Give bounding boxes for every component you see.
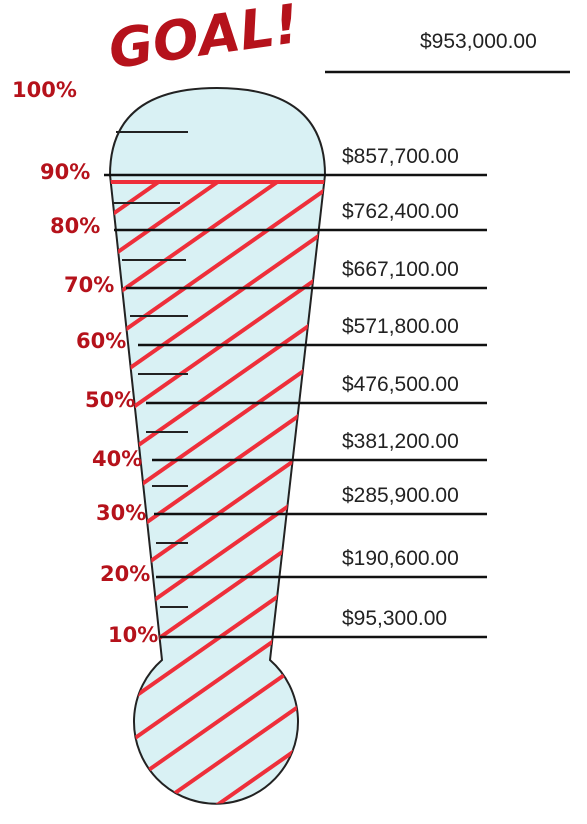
amount-label: $667,100.00 — [342, 258, 459, 281]
amount-label: $857,700.00 — [342, 145, 459, 168]
percent-label: 80% — [50, 214, 100, 238]
percent-label: 30% — [96, 501, 146, 525]
amount-label: $95,300.00 — [342, 607, 447, 630]
amount-label: $762,400.00 — [342, 200, 459, 223]
percent-label: 50% — [85, 388, 135, 412]
percent-label: 100% — [12, 78, 77, 102]
percent-label: 70% — [64, 273, 114, 297]
percent-label: 40% — [92, 447, 142, 471]
amount-label: $285,900.00 — [342, 484, 459, 507]
goal-thermometer: GOAL! 100% $953,000.00 90% $857,700.00 80% $7… — [0, 0, 587, 824]
amount-label: $476,500.00 — [342, 373, 459, 396]
percent-label: 90% — [40, 160, 90, 184]
percent-label: 60% — [76, 329, 126, 353]
percent-label: 10% — [108, 623, 158, 647]
percent-label: 20% — [100, 562, 150, 586]
title: GOAL! — [105, 0, 303, 81]
amount-label: $571,800.00 — [342, 315, 459, 338]
amount-label: $953,000.00 — [420, 30, 537, 53]
amount-label: $381,200.00 — [342, 430, 459, 453]
amount-label: $190,600.00 — [342, 547, 459, 570]
